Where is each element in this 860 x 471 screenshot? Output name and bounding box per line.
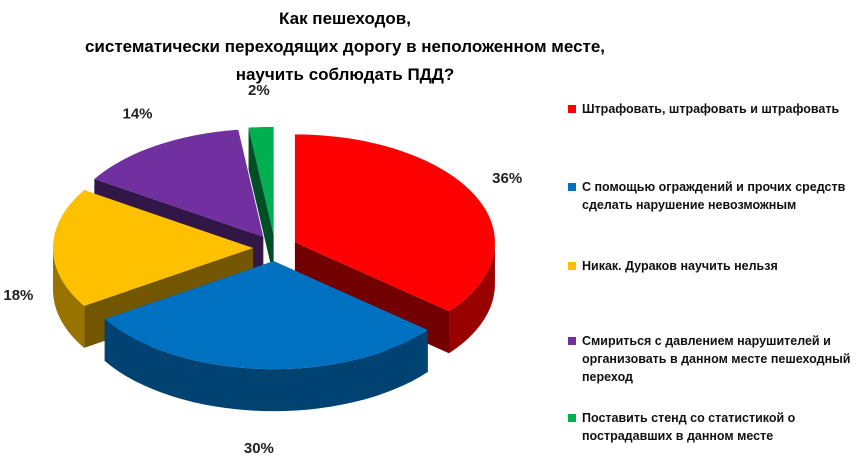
- slice-side: [449, 242, 495, 354]
- chart-title: научить соблюдать ПДД?: [236, 65, 455, 84]
- slice: [104, 261, 428, 370]
- slice-side: [248, 127, 274, 277]
- legend-swatch: [568, 105, 576, 113]
- legend-label: Никак. Дураков научить нельзя: [582, 259, 778, 273]
- legend-item: Смириться с давлением нарушителей и орга…: [568, 332, 858, 386]
- slice-side: [104, 319, 428, 412]
- slice: [94, 129, 264, 237]
- data-label: 14%: [122, 106, 152, 123]
- data-label: 2%: [248, 82, 270, 99]
- legend-label: С помощью ограждений и прочих средств сд…: [582, 180, 846, 212]
- data-label: 36%: [492, 170, 522, 187]
- legend-item: С помощью ограждений и прочих средств сд…: [568, 178, 858, 214]
- legend-label: Штрафовать, штрафовать и штрафовать: [582, 102, 840, 116]
- slice: [294, 134, 495, 312]
- chart-title: Как пешеходов,: [279, 9, 411, 28]
- slice: [53, 190, 254, 306]
- legend-item: Никак. Дураков научить нельзя: [568, 257, 858, 275]
- legend-label: Смириться с давлением нарушителей и орга…: [582, 334, 851, 384]
- legend-swatch: [568, 183, 576, 191]
- legend-swatch: [568, 414, 576, 422]
- legend-label: Поставить стенд со статистикой о пострад…: [582, 411, 796, 443]
- slice: [248, 126, 274, 235]
- legend-item: Поставить стенд со статистикой о пострад…: [568, 409, 858, 445]
- data-label: 30%: [244, 440, 274, 457]
- legend-swatch: [568, 262, 576, 270]
- chart-title: систематически переходящих дорогу в непо…: [85, 37, 605, 56]
- legend-item: Штрафовать, штрафовать и штрафовать: [568, 100, 858, 118]
- slice-side: [53, 248, 85, 348]
- data-label: 18%: [3, 287, 33, 304]
- legend-swatch: [568, 337, 576, 345]
